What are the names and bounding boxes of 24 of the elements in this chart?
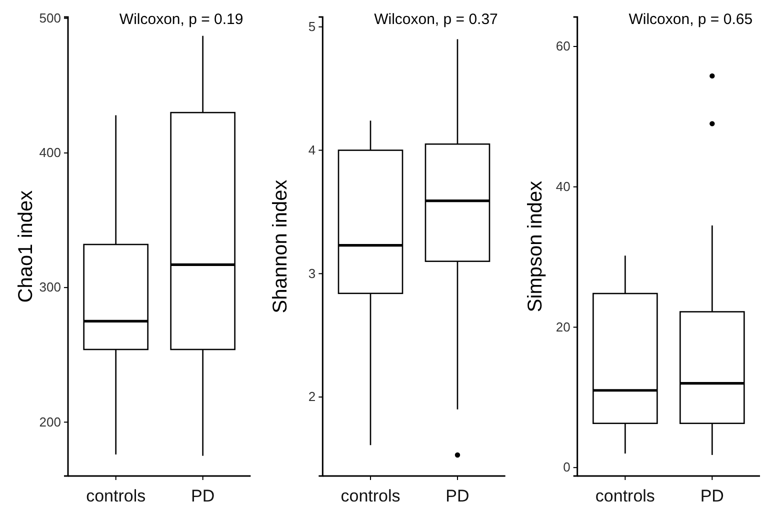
y-axis-title: Shannon index [270, 180, 292, 314]
x-tick-label: controls [86, 486, 146, 506]
x-tick-label: controls [595, 486, 655, 506]
annotation: Wilcoxon, p = 0.19 [119, 11, 244, 28]
annotation: Wilcoxon, p = 0.65 [628, 11, 753, 28]
y-tick-label: 5 [308, 19, 316, 34]
x-tick-label: PD [191, 486, 215, 506]
y-tick-label: 40 [556, 179, 570, 194]
y-tick-label: 60 [556, 38, 570, 54]
x-tick-label: PD [446, 486, 470, 506]
y-tick-label: 200 [39, 414, 61, 430]
y-tick-label: 400 [39, 145, 61, 160]
y-tick-label: 0 [563, 460, 570, 475]
y-tick-label: 500 [39, 10, 61, 26]
annotation: Wilcoxon, p = 0.37 [374, 11, 498, 28]
x-tick-label: controls [340, 486, 400, 506]
y-axis-title: Simpson index [524, 180, 546, 312]
y-tick-label: 3 [308, 266, 316, 281]
y-tick-label: 4 [308, 142, 316, 158]
y-tick-label: 2 [308, 389, 316, 404]
x-tick-label: PD [700, 486, 724, 506]
y-axis-title: Chao1 index [15, 190, 37, 303]
y-tick-label: 300 [39, 280, 61, 295]
y-tick-label: 20 [556, 319, 570, 334]
